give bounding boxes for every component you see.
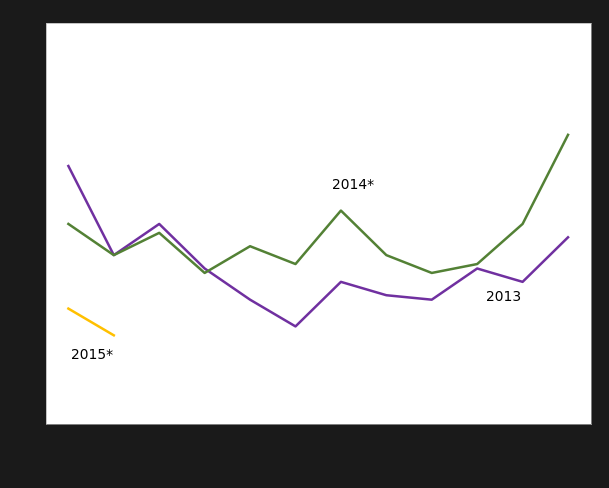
Text: 2014*: 2014*: [332, 178, 374, 192]
Text: 2013: 2013: [486, 289, 521, 303]
Text: 2015*: 2015*: [71, 347, 113, 361]
